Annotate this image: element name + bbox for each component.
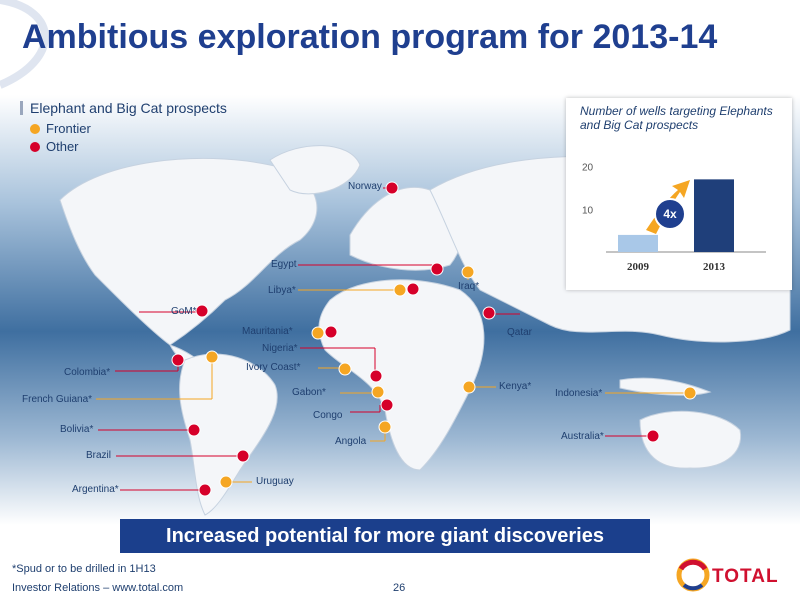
key-message-banner: Increased potential for more giant disco… (120, 519, 650, 553)
marker-congo (380, 398, 394, 412)
label-ivory-coast: Ivory Coast* (246, 362, 301, 373)
marker-brazil (236, 449, 250, 463)
label-colombia: Colombia* (64, 367, 111, 378)
frontier-dot-icon (30, 123, 40, 134)
label-french-guiana: French Guiana* (22, 394, 93, 405)
label-bolivia: Bolivia* (60, 424, 94, 435)
chart-caption: Number of wells targeting Elephants and … (580, 104, 773, 132)
marker-uruguay (219, 475, 233, 489)
total-logo-text: TOTAL (712, 566, 779, 587)
label-libya: Libya* (268, 285, 296, 296)
footer-source: Investor Relations – www.total.com (12, 582, 184, 594)
label-brazil: Brazil (86, 450, 112, 461)
marker-egypt (430, 262, 444, 276)
marker-libya-other (406, 282, 420, 296)
australia-shape (639, 410, 742, 469)
label-australia: Australia* (561, 431, 604, 442)
marker-bolivia (187, 423, 201, 437)
legend-bar (20, 101, 23, 115)
marker-australia (646, 429, 660, 443)
label-angola: Angola (335, 436, 367, 447)
label-argentina: Argentina* (72, 484, 119, 495)
legend-other: Other (30, 139, 79, 154)
marker-mauritania-other (324, 325, 338, 339)
total-logo-icon (676, 558, 710, 592)
decorative-swirl (0, 0, 49, 89)
page-number: 26 (393, 582, 406, 594)
label-qatar: Qatar (507, 327, 533, 338)
legend-frontier-label: Frontier (46, 121, 91, 136)
legend-frontier: Frontier (30, 121, 91, 136)
other-dot-icon (30, 141, 40, 152)
marker-norway (385, 181, 399, 195)
chart-bar-2013 (694, 179, 734, 252)
greenland-shape (269, 145, 361, 195)
marker-gabon (371, 385, 385, 399)
label-gabon: Gabon* (292, 387, 326, 398)
wells-bar-chart: 10 20 2009 2013 4x (582, 163, 766, 273)
marker-libya-frontier (393, 283, 407, 297)
label-indonesia: Indonesia* (555, 388, 603, 399)
marker-angola (378, 420, 392, 434)
marker-ivory-coast (338, 362, 352, 376)
africa-shape (318, 279, 485, 471)
slide-title: Ambitious exploration program for 2013-1… (22, 18, 718, 56)
marker-nigeria (369, 369, 383, 383)
marker-colombia (171, 353, 185, 367)
label-norway: Norway (348, 181, 382, 192)
legend-title: Elephant and Big Cat prospects (30, 100, 227, 116)
label-egypt: Egypt (271, 259, 297, 270)
marker-qatar (482, 306, 496, 320)
marker-indonesia (683, 386, 697, 400)
marker-iraq (461, 265, 475, 279)
label-nigeria: Nigeria* (262, 343, 298, 354)
marker-gom (195, 304, 209, 318)
marker-mauritania-frontier (311, 326, 325, 340)
chart-category-label-2013: 2013 (703, 261, 726, 273)
wells-chart-panel (566, 98, 792, 290)
marker-argentina (198, 483, 212, 497)
chart-bar-2009 (618, 234, 658, 252)
chart-ytick-1: 20 (582, 163, 594, 174)
chart-category-label-2009: 2009 (627, 261, 650, 273)
label-uruguay: Uruguay (256, 476, 294, 487)
legend-other-label: Other (46, 139, 79, 154)
label-congo: Congo (313, 410, 343, 421)
marker-french-guiana (205, 350, 219, 364)
label-iraq: Iraq* (458, 281, 480, 292)
chart-ytick-0: 10 (582, 205, 594, 216)
marker-kenya (462, 380, 476, 394)
label-mauritania: Mauritania* (242, 326, 293, 337)
north-america-shape (59, 157, 318, 346)
chart-multiplier-badge (654, 198, 686, 230)
chart-multiplier-label: 4x (663, 207, 677, 221)
label-kenya: Kenya* (499, 381, 532, 392)
label-gom: GoM* (171, 306, 197, 317)
footnote: *Spud or to be drilled in 1H13 (12, 563, 156, 575)
